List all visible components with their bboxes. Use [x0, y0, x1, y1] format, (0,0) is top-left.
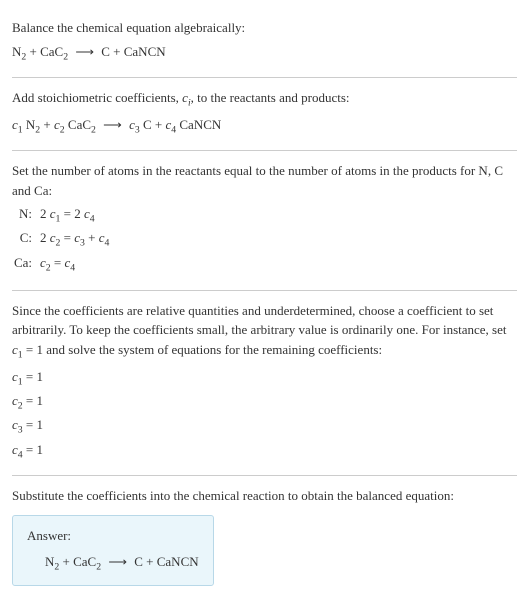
coefficient-value: c4 = 1: [12, 440, 517, 463]
answer-equation: N2 + CaC2 ⟶ C + CaNCN: [27, 552, 199, 575]
atom-equation: 2 c2 = c3 + c4: [40, 228, 517, 251]
solve-intro: Since the coefficients are relative quan…: [12, 301, 517, 363]
section-problem: Balance the chemical equation algebraica…: [12, 8, 517, 77]
atom-label: N:: [12, 204, 40, 224]
problem-title: Balance the chemical equation algebraica…: [12, 18, 517, 38]
answer-intro: Substitute the coefficients into the che…: [12, 486, 517, 506]
coefficient-list: c1 = 1 c2 = 1 c3 = 1 c4 = 1: [12, 367, 517, 463]
coeff-equation: c1 N2 + c2 CaC2 ⟶ c3 C + c4 CaNCN: [12, 115, 517, 138]
atom-row: N: 2 c1 = 2 c4: [12, 204, 517, 227]
section-answer: Substitute the coefficients into the che…: [12, 476, 517, 596]
problem-equation: N2 + CaC2 ⟶ C + CaNCN: [12, 42, 517, 65]
coefficient-value: c2 = 1: [12, 391, 517, 414]
section-atom-balance: Set the number of atoms in the reactants…: [12, 151, 517, 290]
section-add-coefficients: Add stoichiometric coefficients, ci, to …: [12, 78, 517, 150]
atom-label: Ca:: [12, 253, 40, 273]
atom-row: C: 2 c2 = c3 + c4: [12, 228, 517, 251]
atom-balance-table: N: 2 c1 = 2 c4 C: 2 c2 = c3 + c4 Ca: c2 …: [12, 204, 517, 276]
atom-equation: 2 c1 = 2 c4: [40, 204, 517, 227]
atom-balance-intro: Set the number of atoms in the reactants…: [12, 161, 517, 200]
add-coeff-intro: Add stoichiometric coefficients, ci, to …: [12, 88, 517, 111]
section-solve: Since the coefficients are relative quan…: [12, 291, 517, 475]
atom-label: C:: [12, 228, 40, 248]
coefficient-value: c3 = 1: [12, 415, 517, 438]
answer-label: Answer:: [27, 526, 199, 546]
atom-equation: c2 = c4: [40, 253, 517, 276]
answer-box: Answer: N2 + CaC2 ⟶ C + CaNCN: [12, 515, 214, 586]
atom-row: Ca: c2 = c4: [12, 253, 517, 276]
coefficient-value: c1 = 1: [12, 367, 517, 390]
